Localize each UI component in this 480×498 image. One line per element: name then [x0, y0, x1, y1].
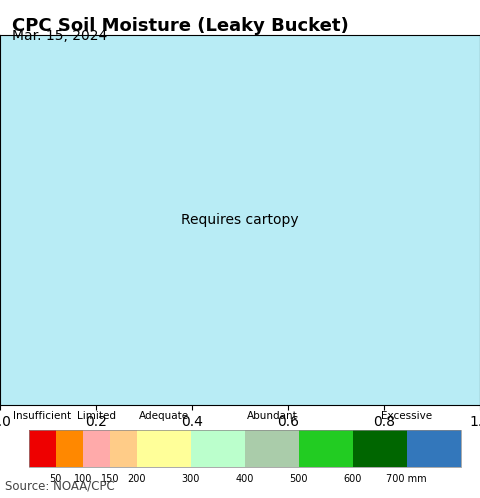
Bar: [299, 430, 353, 467]
Text: 700 mm: 700 mm: [386, 474, 427, 484]
Bar: [191, 430, 245, 467]
Text: 500: 500: [289, 474, 308, 484]
Text: Limited: Limited: [77, 411, 116, 421]
Text: Insufficient: Insufficient: [13, 411, 72, 421]
Bar: [110, 430, 137, 467]
Text: 400: 400: [236, 474, 254, 484]
Bar: [29, 430, 56, 467]
Bar: [83, 430, 110, 467]
Text: 200: 200: [128, 474, 146, 484]
Text: 600: 600: [344, 474, 362, 484]
Text: CPC Soil Moisture (Leaky Bucket): CPC Soil Moisture (Leaky Bucket): [12, 17, 349, 35]
Text: 300: 300: [181, 474, 200, 484]
Text: Source: NOAA/CPC: Source: NOAA/CPC: [5, 479, 115, 492]
Text: Mar. 15, 2024: Mar. 15, 2024: [12, 29, 107, 43]
Bar: [245, 430, 299, 467]
Bar: [29, 430, 461, 467]
Bar: [353, 430, 407, 467]
Bar: [407, 430, 461, 467]
Text: Adequate: Adequate: [139, 411, 189, 421]
Text: Requires cartopy: Requires cartopy: [181, 213, 299, 227]
Text: 50: 50: [49, 474, 62, 484]
Text: 150: 150: [100, 474, 119, 484]
Text: Excessive: Excessive: [381, 411, 432, 421]
Text: Abundant: Abundant: [246, 411, 297, 421]
Bar: [56, 430, 83, 467]
Text: 100: 100: [73, 474, 92, 484]
Bar: [137, 430, 191, 467]
